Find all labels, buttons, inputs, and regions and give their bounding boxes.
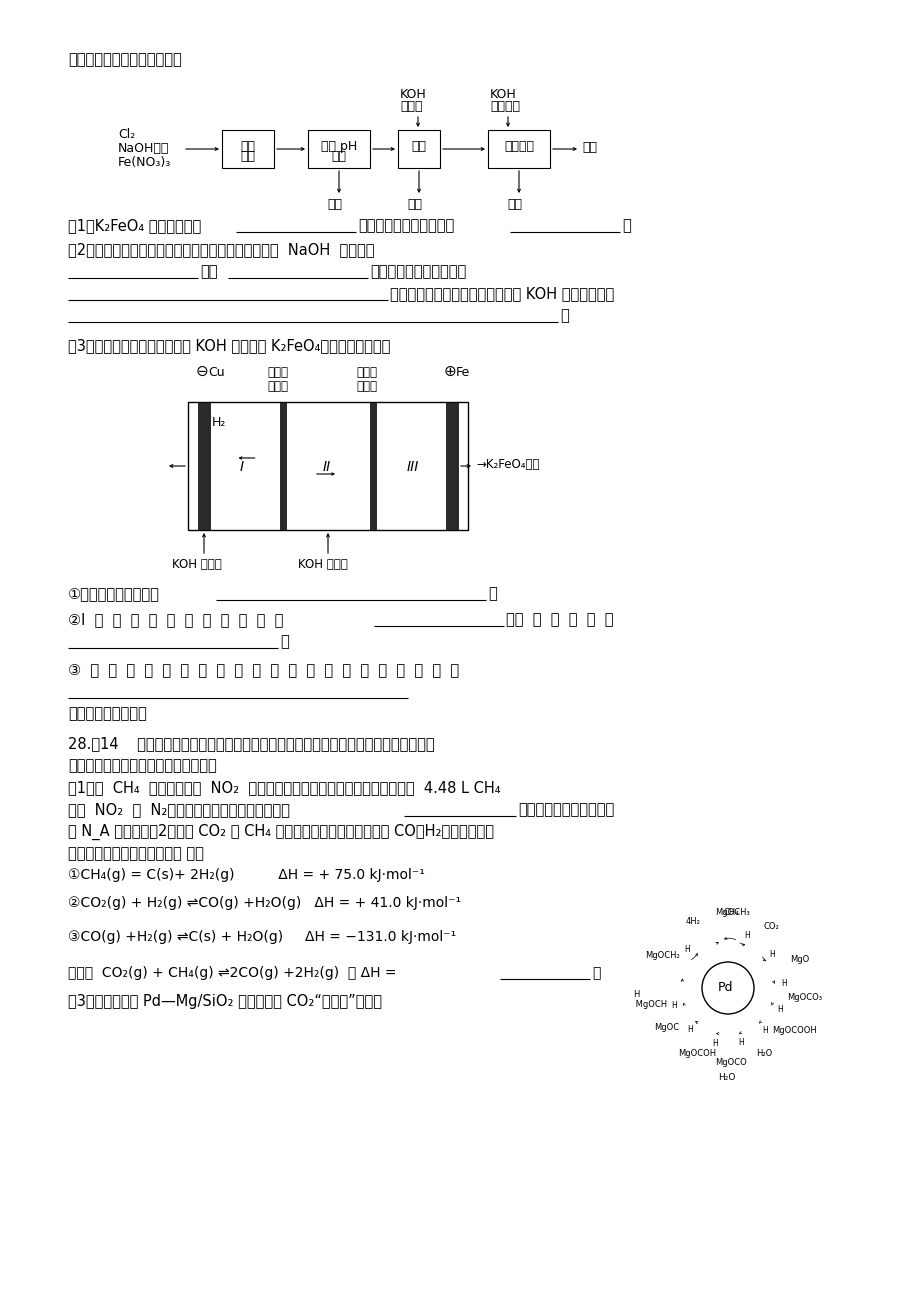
Text: 中部分反应的热化学方程式如 下：: 中部分反应的热化学方程式如 下： xyxy=(68,846,204,861)
Text: CO₂: CO₂ xyxy=(763,922,778,931)
Text: H: H xyxy=(743,931,749,940)
Text: III: III xyxy=(406,460,418,474)
Text: CH₄: CH₄ xyxy=(722,907,738,917)
Text: 则反应  CO₂(g) + CH₄(g) ⇌2CO(g) +2H₂(g)  的 ΔH =: 则反应 CO₂(g) + CH₄(g) ⇌2CO(g) +2H₂(g) 的 ΔH… xyxy=(68,966,401,980)
Text: 4H₂: 4H₂ xyxy=(685,917,699,926)
Text: 粗品沉淠: 粗品沉淠 xyxy=(504,141,533,154)
Text: （写出一点即可）。: （写出一点即可）。 xyxy=(68,706,147,721)
Text: H: H xyxy=(711,1039,718,1048)
Text: H: H xyxy=(780,979,786,988)
Text: ⊕: ⊕ xyxy=(444,365,456,379)
Text: H: H xyxy=(738,1038,743,1047)
Text: H₂O: H₂O xyxy=(754,1049,771,1059)
Text: H: H xyxy=(686,1025,692,1034)
Text: 28.（14    分）据报道，我国在南海北部神狐海域进行的可燃冰（甲烷的水合物）试采获: 28.（14 分）据报道，我国在南海北部神狐海域进行的可燃冰（甲烷的水合物）试采… xyxy=(68,736,434,751)
Text: 稀溶液: 稀溶液 xyxy=(400,100,422,113)
Text: ，形  成  的  原  因  是: ，形 成 的 原 因 是 xyxy=(505,612,613,628)
Text: （2）在氧化反应操作过程中加入试刑的先后顺序：在  NaOH  溶液中先: （2）在氧化反应操作过程中加入试刑的先后顺序：在 NaOH 溶液中先 xyxy=(68,242,374,256)
Text: MgOCO₃: MgOCO₃ xyxy=(787,993,822,1003)
Text: H: H xyxy=(671,1001,676,1010)
Text: H₂: H₂ xyxy=(211,417,226,428)
Text: MgOC: MgOC xyxy=(653,1023,679,1031)
Text: H: H xyxy=(776,1005,782,1014)
Text: 氧化: 氧化 xyxy=(240,141,255,154)
Text: MgOCH₃: MgOCH₃ xyxy=(715,907,750,917)
Text: 处理，其工业制法如图所示：: 处理，其工业制法如图所示： xyxy=(68,52,182,66)
Text: ，其中鐵元素的化合价为: ，其中鐵元素的化合价为 xyxy=(357,217,454,233)
FancyBboxPatch shape xyxy=(487,130,550,168)
Text: NaOH溶液: NaOH溶液 xyxy=(118,142,169,155)
FancyBboxPatch shape xyxy=(280,402,286,530)
Text: I: I xyxy=(239,460,244,474)
Text: 调节 pH: 调节 pH xyxy=(321,141,357,154)
Text: 还原  NO₂  至  N₂，则整个过程中转移电子总数为: 还原 NO₂ 至 N₂，则整个过程中转移电子总数为 xyxy=(68,802,289,816)
Text: 溶解: 溶解 xyxy=(411,141,426,154)
Text: MgOCO: MgOCO xyxy=(715,1059,746,1068)
Text: （3）工业上还可以通过电解浓 KOH 溶液制备 K₂FeO₄，装置如图所示：: （3）工业上还可以通过电解浓 KOH 溶液制备 K₂FeO₄，装置如图所示： xyxy=(68,339,390,353)
FancyBboxPatch shape xyxy=(221,130,274,168)
Text: 。: 。 xyxy=(591,966,600,980)
Text: 粗品: 粗品 xyxy=(582,141,596,154)
Text: ，从粗品沉淠过程来看，加入饱和 KOH 溶液的目的是: ，从粗品沉淠过程来看，加入饱和 KOH 溶液的目的是 xyxy=(390,286,614,301)
FancyBboxPatch shape xyxy=(187,402,468,530)
Text: 交换膜: 交换膜 xyxy=(357,380,378,393)
Text: II: II xyxy=(323,460,331,474)
Text: 交换膜: 交换膜 xyxy=(267,380,288,393)
Text: Cu: Cu xyxy=(208,366,224,379)
Text: H: H xyxy=(762,1026,767,1035)
Text: ⊖: ⊖ xyxy=(196,365,209,379)
Text: 。: 。 xyxy=(487,586,496,602)
FancyBboxPatch shape xyxy=(198,402,210,530)
Text: H: H xyxy=(769,950,775,960)
Text: （阿伏加德罗常数的数値: （阿伏加德罗常数的数値 xyxy=(517,802,614,816)
Text: 沉淠: 沉淠 xyxy=(331,150,346,163)
Text: MgO: MgO xyxy=(789,954,809,963)
Text: ②CO₂(g) + H₂(g) ⇌CO(g) +H₂O(g)   ΔH = + 41.0 kJ·mol⁻¹: ②CO₂(g) + H₂(g) ⇌CO(g) +H₂O(g) ΔH = + 41… xyxy=(68,896,460,910)
Text: MgOCOOH: MgOCOOH xyxy=(771,1026,816,1035)
Text: KOH: KOH xyxy=(490,89,516,102)
Text: Fe(NO₃)₃: Fe(NO₃)₃ xyxy=(118,156,171,169)
Text: 用 N_A 表示）。（2）利用 CO₂ 和 CH₄ 重整可制合成气（主要成分为 CO、H₂），重整过程: 用 N_A 表示）。（2）利用 CO₂ 和 CH₄ 重整可制合成气（主要成分为 … xyxy=(68,824,494,840)
Text: ①CH₄(g) = C(s)+ 2H₂(g)          ΔH = + 75.0 kJ·mol⁻¹: ①CH₄(g) = C(s)+ 2H₂(g) ΔH = + 75.0 kJ·mo… xyxy=(68,868,425,881)
Text: （1）用  CH₄  和催化剂还原  NO₂  可以消除氮氧化物的污染，若用标准状况下  4.48 L CH₄: （1）用 CH₄ 和催化剂还原 NO₂ 可以消除氮氧化物的污染，若用标准状况下 … xyxy=(68,780,500,796)
Text: Fe: Fe xyxy=(456,366,470,379)
Text: ，再: ，再 xyxy=(199,264,217,279)
Text: 阳离子: 阳离子 xyxy=(267,366,288,379)
Text: 得成功。甲烷是一种重要的化工原料。: 得成功。甲烷是一种重要的化工原料。 xyxy=(68,758,217,773)
Text: ③  与  第  一  种  流  程  相  比  较  ，  电  解  法  得  到  产  品  的  优  点  是: ③ 与 第 一 种 流 程 相 比 较 ， 电 解 法 得 到 产 品 的 优 … xyxy=(68,661,459,677)
FancyBboxPatch shape xyxy=(308,130,369,168)
Text: H
 MgOCH: H MgOCH xyxy=(632,990,666,1009)
Circle shape xyxy=(701,962,754,1014)
Text: 。: 。 xyxy=(560,309,568,323)
Text: H₂O: H₂O xyxy=(717,1073,734,1082)
Text: KOH: KOH xyxy=(400,89,426,102)
Text: 废液: 废液 xyxy=(506,198,521,211)
Text: Cl₂: Cl₂ xyxy=(118,128,135,141)
FancyBboxPatch shape xyxy=(446,402,458,530)
Text: H: H xyxy=(684,945,690,954)
Text: （3）一定条件下 Pd—Mg/SiO₂ 催化剂可使 CO₂“甲烷化”，从而: （3）一定条件下 Pd—Mg/SiO₂ 催化剂可使 CO₂“甲烷化”，从而 xyxy=(68,993,381,1009)
Text: 反应: 反应 xyxy=(240,150,255,163)
Text: ③CO(g) +H₂(g) ⇌C(s) + H₂O(g)     ΔH = −131.0 kJ·mol⁻¹: ③CO(g) +H₂(g) ⇌C(s) + H₂O(g) ΔH = −131.0… xyxy=(68,930,456,944)
Text: 。总反应的离子方程式为: 。总反应的离子方程式为 xyxy=(369,264,466,279)
Text: 饱和溶液: 饱和溶液 xyxy=(490,100,519,113)
Text: ①阳极的电极反应式为: ①阳极的电极反应式为 xyxy=(68,586,160,602)
Text: 阴离子: 阴离子 xyxy=(357,366,378,379)
Text: →K₂FeO₄溶液: →K₂FeO₄溶液 xyxy=(475,458,539,471)
Text: KOH 稀溶液: KOH 稀溶液 xyxy=(172,559,221,572)
Text: MgOCH₂: MgOCH₂ xyxy=(644,952,679,961)
Text: （1）K₂FeO₄ 的化学名称是: （1）K₂FeO₄ 的化学名称是 xyxy=(68,217,201,233)
Text: MgOCOH: MgOCOH xyxy=(677,1049,715,1059)
FancyBboxPatch shape xyxy=(398,130,439,168)
Text: Pd: Pd xyxy=(717,980,732,993)
Text: KOH 浓溶液: KOH 浓溶液 xyxy=(298,559,347,572)
FancyBboxPatch shape xyxy=(369,402,375,530)
Text: 废液: 废液 xyxy=(326,198,342,211)
Text: 。: 。 xyxy=(279,634,289,648)
Text: ②I  室  左  侧  出  口  流  出  的  物  质  是: ②I 室 左 侧 出 口 流 出 的 物 质 是 xyxy=(68,612,283,628)
Text: 废渣: 废渣 xyxy=(406,198,422,211)
Text: 。: 。 xyxy=(621,217,630,233)
